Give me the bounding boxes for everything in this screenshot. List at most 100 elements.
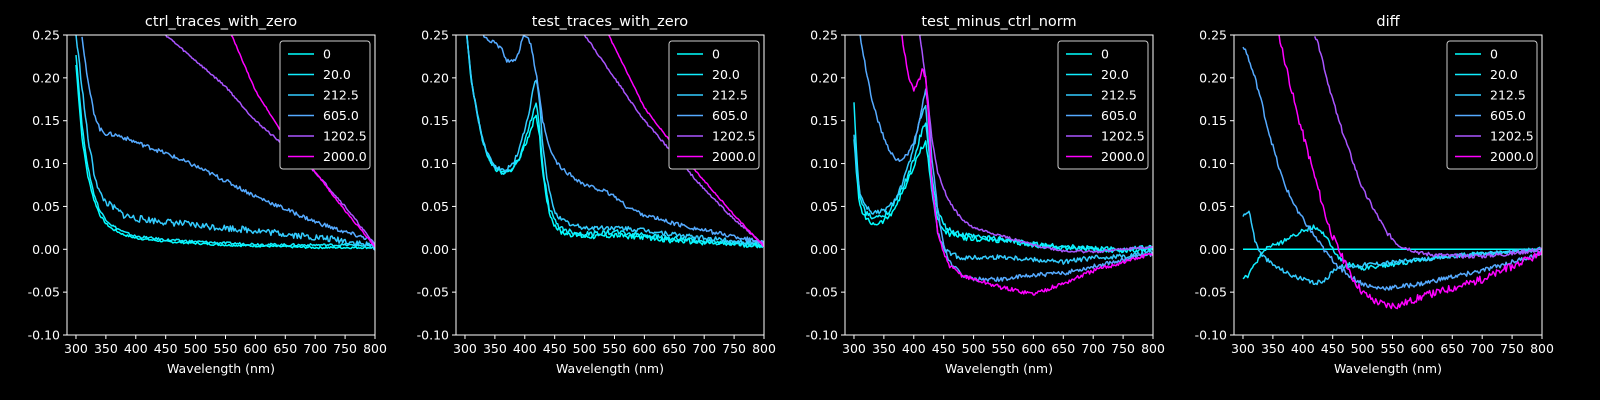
x-tick-label: 550 [214,341,238,356]
plot-frame [455,34,765,336]
legend-label: 20.0 [1490,67,1518,82]
x-tick-label: 750 [1500,341,1524,356]
legend-label: 212.5 [1490,88,1526,103]
series-line-2000.0 [901,35,1153,296]
x-tick-label: 650 [1440,341,1464,356]
y-tick-label: 0.10 [421,156,449,171]
x-tick-label: 350 [483,341,507,356]
x-tick-label: 800 [752,341,776,356]
x-axis-label: Wavelength (nm) [945,361,1053,376]
x-tick-label: 800 [1530,341,1554,356]
chart-panel-3: test_minus_ctrl_norm 300 350 400 450 500 550 60… [806,14,1165,376]
x-tick-label: 650 [273,341,297,356]
y-tick-label: 0.15 [421,113,449,128]
legend-label: 0 [323,47,331,62]
x-axis-label: Wavelength (nm) [167,361,275,376]
legend: 0 20.0 212.5 605.0 1202.5 2000.0 [668,40,760,170]
x-tick-label: 550 [603,341,627,356]
x-tick-label: 600 [632,341,656,356]
y-tick-label: 0.25 [810,28,838,43]
chart-panel-1: ctrl_traces_with_zero 300 350 400 450 500 550 6… [28,14,387,376]
y-tick-label: 0.00 [1199,242,1227,257]
x-tick-label: 300 [453,341,477,356]
x-tick-label: 600 [1021,341,1045,356]
legend-label: 2000.0 [1101,149,1145,164]
series-line-0 [466,35,764,249]
legend-label: 20.0 [712,67,740,82]
chart-title: diff [1376,14,1400,30]
x-tick-label: 400 [902,341,926,356]
x-tick-label: 500 [184,341,208,356]
series-group [1242,35,1542,310]
legend-box [1057,40,1149,170]
legend: 0 20.0 212.5 605.0 1202.5 2000.0 [279,40,371,170]
series-line-2000.0 [1278,35,1542,310]
legend-label: 605.0 [1490,108,1526,123]
series-line-20.0 [853,102,1153,253]
legend: 0 20.0 212.5 605.0 1202.5 2000.0 [1446,40,1538,170]
series-line-212.5 [1242,210,1542,286]
legend-label: 605.0 [1101,108,1137,123]
x-tick-label: 300 [1231,341,1255,356]
legend-label: 0 [1490,47,1498,62]
x-tick-label: 350 [872,341,896,356]
series-line-212.5 [75,35,375,251]
y-tick-label: 0.05 [32,199,60,214]
y-tick-label: -0.10 [1195,328,1227,343]
legend-label: 212.5 [712,88,748,103]
legend-label: 2000.0 [712,149,756,164]
y-tick-label: -0.10 [417,328,449,343]
y-tick-label: 0.05 [421,199,449,214]
y-tick-label: 0.15 [810,113,838,128]
series-line-605.0 [81,36,375,247]
series-line-1202.5 [919,35,1153,254]
series-line-212.5 [466,35,764,245]
x-tick-label: 500 [573,341,597,356]
x-tick-label: 800 [363,341,387,356]
series-line-212.5 [853,104,1153,265]
series-line-0 [75,64,375,250]
y-tick-label: -0.10 [806,328,838,343]
y-tick-label: 0.10 [810,156,838,171]
x-tick-label: 450 [154,341,178,356]
y-tick-label: 0.05 [1199,199,1227,214]
x-tick-label: 700 [1081,341,1105,356]
legend-label: 1202.5 [1490,129,1534,144]
x-tick-label: 700 [692,341,716,356]
y-tick-label: 0.25 [1199,28,1227,43]
x-tick-label: 550 [992,341,1016,356]
y-tick-label: 0.20 [1199,70,1227,85]
series-line-605.0 [482,35,764,245]
y-tick-label: 0.25 [421,28,449,43]
series-line-20.0 [75,55,375,248]
y-tick-label: 0.10 [32,156,60,171]
x-tick-label: 750 [333,341,357,356]
x-tick-label: 500 [1351,341,1375,356]
y-tick-label: -0.10 [28,328,60,343]
y-tick-label: -0.05 [1195,285,1227,300]
x-tick-label: 650 [1051,341,1075,356]
legend-label: 212.5 [323,88,359,103]
x-tick-label: 450 [932,341,956,356]
legend: 0 20.0 212.5 605.0 1202.5 2000.0 [1057,40,1149,170]
y-tick-label: 0.20 [32,70,60,85]
x-tick-label: 350 [94,341,118,356]
y-tick-label: 0.00 [421,242,449,257]
y-tick-label: 0.20 [421,70,449,85]
y-tick-label: 0.25 [32,28,60,43]
y-tick-label: 0.00 [32,242,60,257]
chart-panels: ctrl_traces_with_zero 300 350 400 450 500 550 6… [28,14,1554,376]
legend-box [279,40,371,170]
x-tick-label: 450 [543,341,567,356]
chart-title: test_traces_with_zero [532,14,689,30]
x-axis-label: Wavelength (nm) [1334,361,1442,376]
y-tick-label: -0.05 [806,285,838,300]
y-tick-label: 0.05 [810,199,838,214]
x-axis-label: Wavelength (nm) [556,361,664,376]
legend-label: 1202.5 [323,129,367,144]
x-tick-label: 400 [1291,341,1315,356]
legend-label: 2000.0 [323,149,367,164]
x-tick-label: 600 [243,341,267,356]
x-tick-label: 350 [1261,341,1285,356]
